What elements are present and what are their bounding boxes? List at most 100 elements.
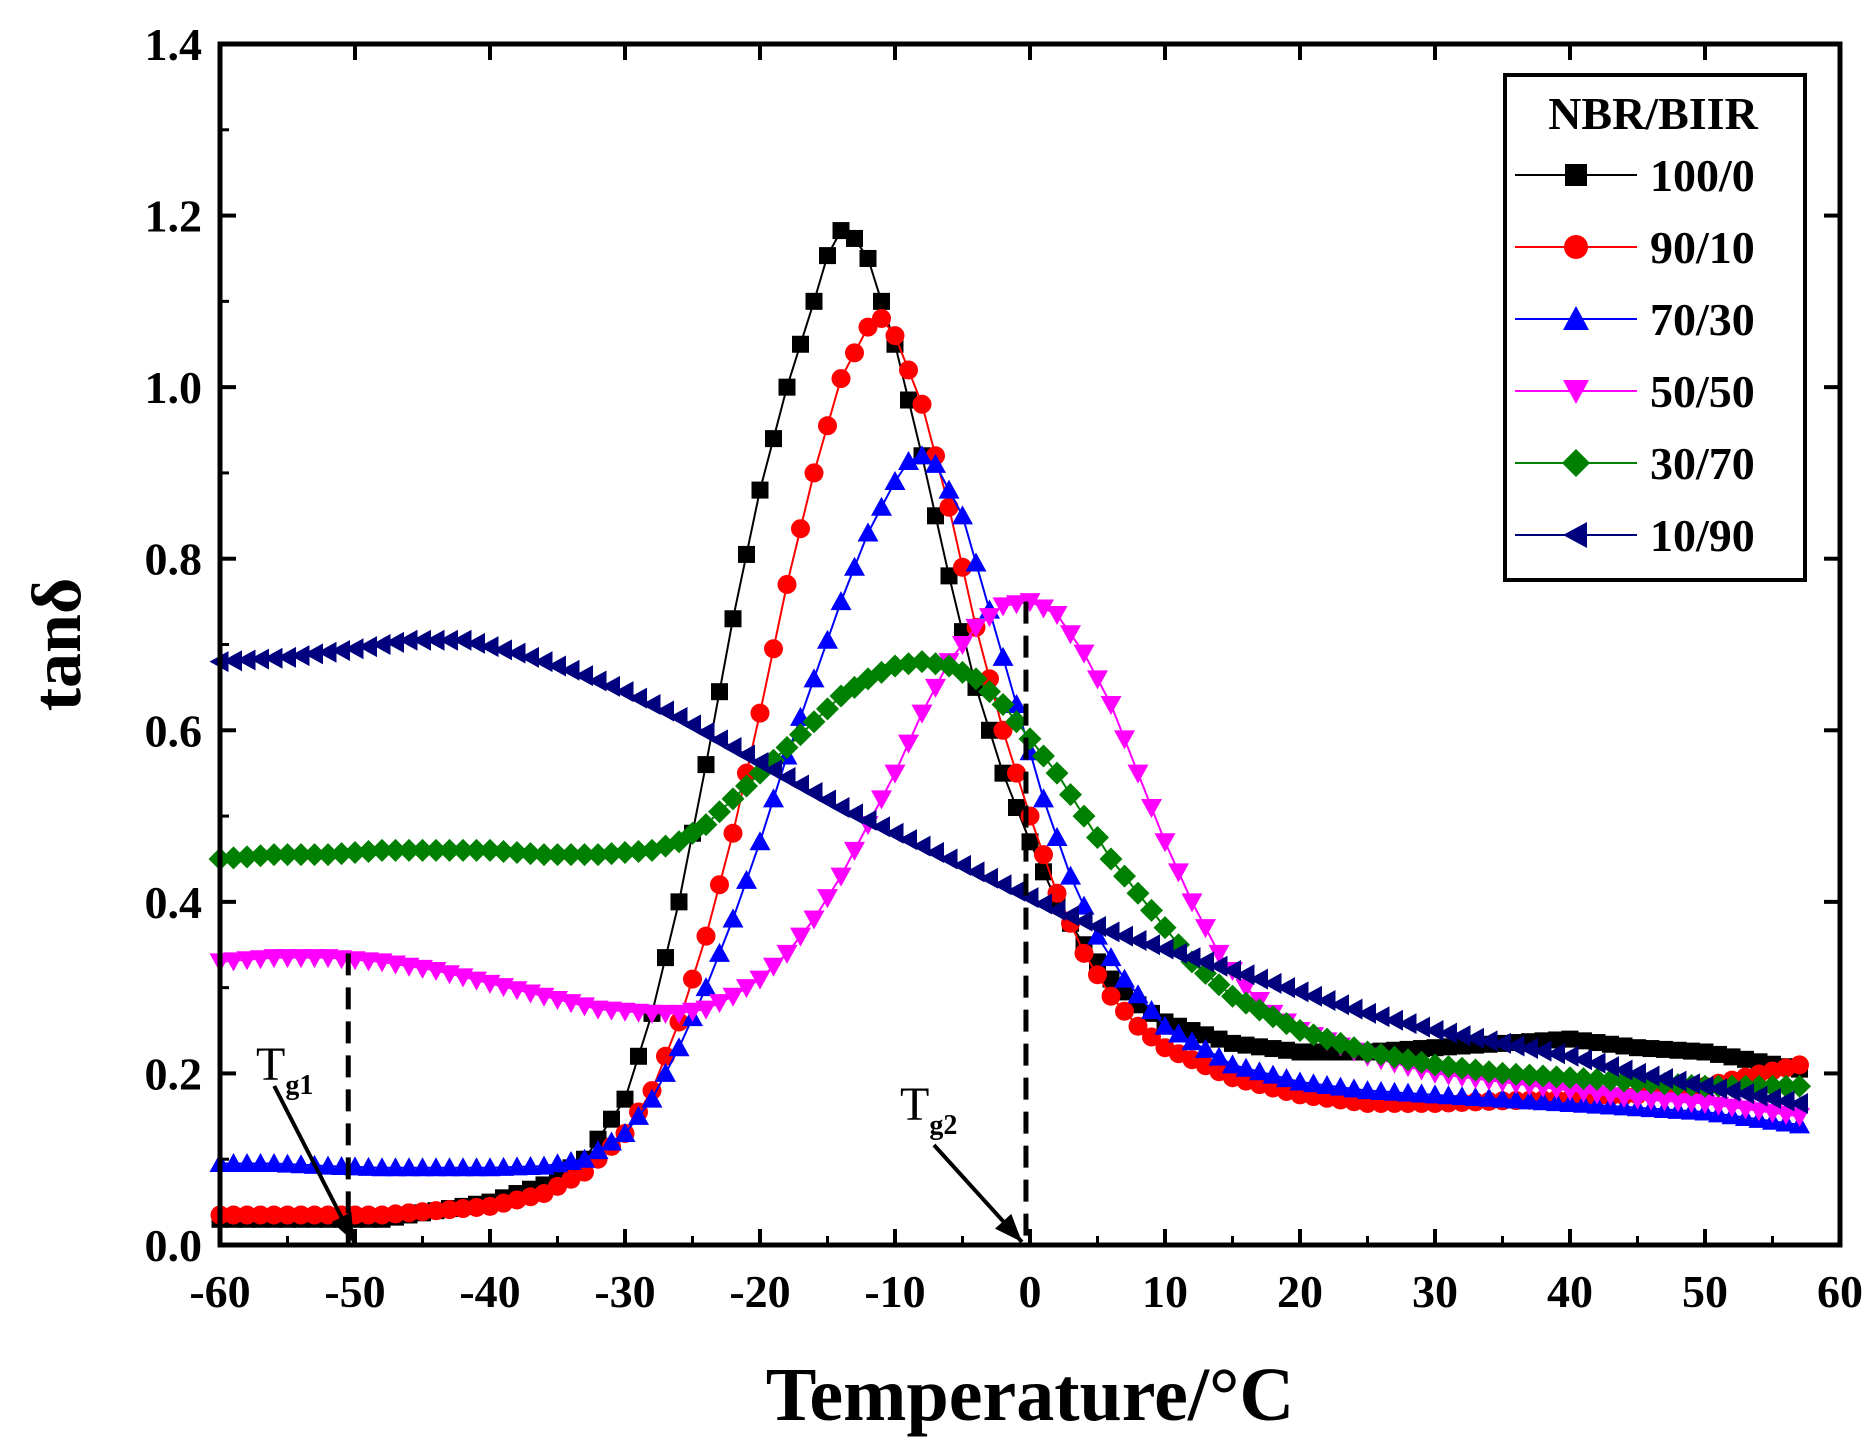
data-point xyxy=(1045,761,1069,785)
data-point xyxy=(1397,1013,1417,1035)
data-point xyxy=(697,756,715,774)
data-point xyxy=(668,1037,690,1057)
data-point xyxy=(1113,864,1136,888)
data-point xyxy=(1681,1073,1700,1095)
data-point xyxy=(871,790,892,810)
data-point xyxy=(1411,1083,1432,1103)
legend-box xyxy=(1503,73,1807,582)
data-point xyxy=(789,723,812,747)
x-tick-label: 40 xyxy=(1547,1266,1593,1317)
data-point xyxy=(1357,1002,1376,1024)
data-point xyxy=(1667,1070,1687,1092)
data-point xyxy=(1087,670,1108,690)
data-point xyxy=(1710,1045,1727,1063)
data-point xyxy=(981,721,998,739)
legend: NBR/BIIR 100/0 90/10 70/30 50/50 30/70 10/90 xyxy=(1503,73,1807,582)
data-point xyxy=(1640,1065,1660,1087)
data-point xyxy=(736,979,757,999)
data-point xyxy=(1020,806,1040,826)
data-point xyxy=(1438,1022,1457,1044)
data-point xyxy=(668,1004,690,1024)
data-point xyxy=(251,1205,270,1225)
data-point xyxy=(1478,1030,1498,1052)
data-point xyxy=(1575,1032,1592,1050)
data-point xyxy=(722,987,744,1007)
data-point xyxy=(1316,1074,1338,1094)
data-point xyxy=(994,764,1012,782)
data-point xyxy=(723,823,743,843)
data-point xyxy=(751,481,769,499)
data-point xyxy=(938,479,960,499)
data-point xyxy=(1613,1059,1633,1081)
data-point xyxy=(1548,1031,1565,1049)
data-point xyxy=(898,450,919,470)
data-point xyxy=(1413,1040,1430,1058)
data-point xyxy=(236,1153,258,1173)
data-point xyxy=(964,667,988,691)
data-point xyxy=(1440,1038,1457,1056)
data-point xyxy=(1088,965,1107,985)
data-point xyxy=(1546,1043,1565,1065)
data-point xyxy=(236,951,258,971)
data-point xyxy=(1224,1034,1241,1052)
data-point xyxy=(1654,1068,1673,1090)
data-point xyxy=(493,1156,514,1176)
legend-label: 10/90 xyxy=(1650,510,1755,561)
data-point xyxy=(1126,881,1150,905)
data-point xyxy=(953,557,972,577)
data-point xyxy=(519,842,542,866)
data-point xyxy=(1642,1040,1660,1058)
data-point xyxy=(397,838,421,862)
data-point xyxy=(1424,1084,1446,1104)
y-tick-label: 0.6 xyxy=(145,705,203,756)
data-point xyxy=(1491,1061,1514,1085)
legend-marker xyxy=(1562,449,1590,477)
legend-item: 90/10 xyxy=(1515,222,1755,273)
data-point xyxy=(1128,1016,1148,1036)
legend-marker xyxy=(1564,235,1588,259)
data-point xyxy=(711,683,728,701)
data-point xyxy=(439,1157,460,1177)
data-point xyxy=(776,766,796,788)
data-point xyxy=(1492,1088,1513,1108)
data-point xyxy=(803,910,825,930)
data-point xyxy=(1278,1041,1295,1059)
data-point xyxy=(1451,1025,1471,1047)
data-point xyxy=(305,1205,324,1225)
data-point xyxy=(884,822,904,844)
data-point xyxy=(952,854,971,876)
data-point xyxy=(1249,968,1268,990)
data-point xyxy=(371,1157,393,1177)
data-point xyxy=(1573,1049,1592,1071)
data-point xyxy=(1602,1035,1619,1053)
data-point xyxy=(844,556,865,576)
data-point xyxy=(1545,1065,1568,1089)
data-point xyxy=(1492,1032,1511,1054)
legend-item: 30/70 xyxy=(1515,438,1755,489)
data-point xyxy=(1775,1090,1795,1112)
data-point xyxy=(656,1046,675,1066)
data-point xyxy=(357,839,380,863)
data-point xyxy=(586,843,610,867)
data-point xyxy=(236,649,256,671)
data-point xyxy=(1141,798,1162,818)
data-point xyxy=(816,697,839,721)
data-point xyxy=(790,927,811,947)
data-point xyxy=(1141,934,1160,956)
data-point xyxy=(1343,998,1363,1020)
data-point xyxy=(992,597,1014,617)
data-point xyxy=(1033,893,1052,915)
data-point xyxy=(1261,1005,1285,1029)
x-tick-label: 10 xyxy=(1142,1266,1188,1317)
data-point xyxy=(846,229,863,247)
data-point xyxy=(1289,1071,1311,1091)
data-point xyxy=(412,629,431,651)
data-point xyxy=(1060,865,1081,885)
data-point xyxy=(1264,1040,1282,1058)
data-point xyxy=(520,646,539,668)
data-point xyxy=(1330,994,1349,1016)
data-point xyxy=(803,781,823,803)
data-point xyxy=(1519,1090,1540,1110)
data-point xyxy=(573,843,596,867)
data-point xyxy=(277,1153,298,1173)
